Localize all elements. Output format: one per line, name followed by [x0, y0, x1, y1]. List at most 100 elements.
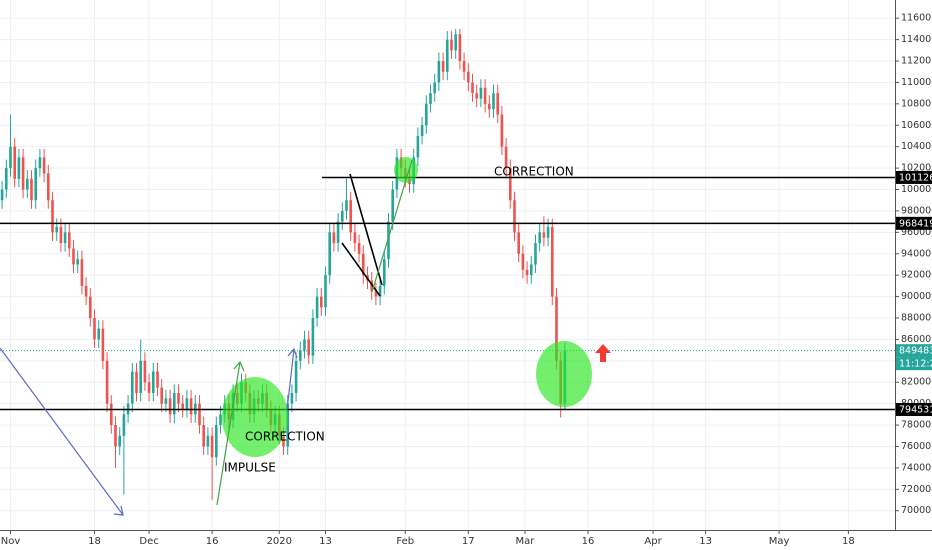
- trend-line: [371, 159, 413, 293]
- candle-body: [168, 398, 172, 415]
- trend-line: [0, 347, 124, 516]
- candle-body: [67, 232, 71, 249]
- candle-body: [25, 178, 29, 190]
- candle-body: [51, 200, 54, 233]
- candle-body: [290, 392, 294, 404]
- y-tick-label: 740000: [901, 462, 932, 473]
- candle-body: [282, 435, 285, 447]
- y-tick-label: 880000: [901, 313, 932, 324]
- x-tick-label: Dec: [139, 536, 158, 547]
- candle-body: [328, 232, 331, 276]
- candle-body: [525, 269, 529, 276]
- price-labels: 1011264 968419 794531 849483 11:12:23: [896, 170, 932, 417]
- price-line-label: 968419: [899, 218, 932, 229]
- candle-body: [500, 114, 504, 147]
- x-tick-label: 2020: [267, 536, 292, 547]
- y-tick-label: 940000: [901, 248, 932, 259]
- candle-body: [21, 157, 25, 190]
- candle-body: [462, 61, 466, 72]
- axes: 7000007200007400007600007800008000008200…: [1, 13, 932, 547]
- candle-body: [550, 226, 554, 297]
- x-tick-label: May: [769, 536, 790, 547]
- candle-body: [429, 93, 432, 104]
- candle-body: [4, 168, 8, 190]
- candle-body: [202, 425, 205, 447]
- y-tick-label: 820000: [901, 377, 932, 388]
- price-lines: [0, 176, 895, 411]
- candle-body: [349, 200, 352, 233]
- candle-body: [303, 339, 306, 351]
- candle-body: [34, 168, 38, 201]
- candle-body: [437, 61, 441, 83]
- last-price-label: 849483: [899, 346, 932, 357]
- candle-body: [13, 146, 17, 179]
- candle-body: [445, 39, 449, 72]
- candle-body: [139, 360, 142, 393]
- candle-body: [382, 259, 386, 286]
- y-tick-label: 1020000: [901, 163, 932, 174]
- candle-body: [529, 264, 533, 276]
- candle-body: [105, 360, 109, 404]
- candle-body: [214, 425, 218, 458]
- candle-body: [298, 350, 302, 361]
- candle-body: [135, 371, 138, 393]
- candle-body: [357, 243, 361, 254]
- candle-body: [160, 387, 163, 404]
- candle-body: [59, 226, 63, 244]
- candle-body: [433, 82, 436, 94]
- y-tick-label: 760000: [901, 441, 932, 452]
- candle-body: [311, 318, 315, 356]
- candle-body: [315, 296, 319, 318]
- y-tick-label: 920000: [901, 270, 932, 281]
- candle-body: [76, 259, 80, 265]
- y-tick-label: 1160000: [901, 13, 932, 24]
- candle-body: [345, 200, 348, 211]
- candle-body: [97, 328, 100, 340]
- x-tick-label: Mar: [516, 536, 536, 547]
- candle-body: [391, 189, 394, 222]
- candle-body: [319, 296, 323, 308]
- y-tick-label: 780000: [901, 420, 932, 431]
- price-line-label: 794531: [899, 405, 932, 416]
- candle-body: [420, 125, 424, 136]
- candle-body: [294, 360, 298, 393]
- candle-body: [424, 103, 428, 126]
- x-tick-label: Feb: [396, 536, 414, 547]
- annotation: IMPULSE: [224, 461, 276, 475]
- candle-body: [206, 435, 210, 447]
- candle-body: [219, 414, 222, 426]
- highlight-circle: [394, 157, 418, 183]
- arrow-head: [287, 347, 298, 359]
- candle-body: [63, 232, 67, 244]
- candle-body: [177, 392, 180, 404]
- candle-body: [286, 403, 289, 447]
- y-tick-label: 1100000: [901, 77, 932, 88]
- candle-body: [38, 157, 42, 169]
- wedge-line: [349, 173, 383, 286]
- candle-body: [441, 61, 445, 72]
- y-tick-label: 1060000: [901, 120, 932, 131]
- y-tick-label: 980000: [901, 205, 932, 216]
- candle-body: [479, 87, 483, 99]
- candle-body: [42, 157, 46, 174]
- candle-body: [324, 275, 327, 308]
- candle-body: [534, 243, 537, 265]
- highlight-circle: [222, 377, 288, 457]
- x-tick-label: 16: [206, 536, 219, 547]
- candle-body: [521, 253, 525, 270]
- x-tick-label: 18: [842, 536, 855, 547]
- candle-body: [496, 93, 499, 115]
- candle-body: [361, 253, 365, 276]
- drawings: CORRECTION CORRECTION IMPULSE: [0, 157, 611, 516]
- y-tick-label: 1000000: [901, 184, 932, 195]
- annotation: CORRECTION: [245, 430, 325, 444]
- candle-body: [353, 232, 357, 244]
- candle-body: [181, 403, 184, 410]
- candle-body: [454, 34, 457, 51]
- y-tick-label: 860000: [901, 334, 932, 345]
- candle-body: [487, 103, 491, 110]
- candle-body: [542, 232, 546, 238]
- y-tick-label: 1040000: [901, 141, 932, 152]
- candle-body: [513, 200, 516, 233]
- up-arrow: [595, 344, 611, 362]
